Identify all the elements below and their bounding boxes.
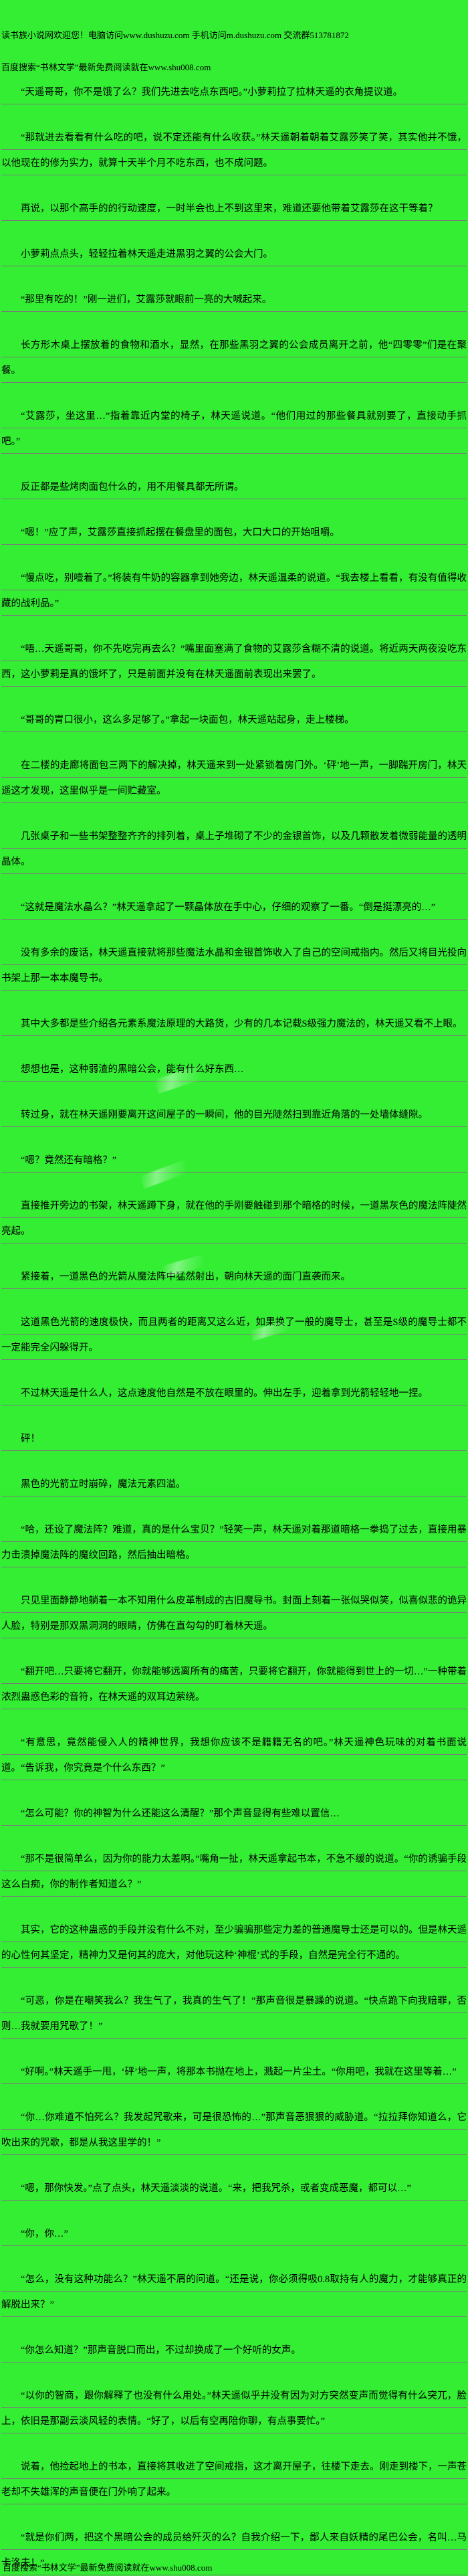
chapter-paragraph: 其实，它的这种蛊惑的手段并没有什么不对，至少骗骗那些定力差的普通魔导士还是可以的… — [1, 1917, 467, 1968]
chapter-paragraph: 不过林天遥是什么人，这点速度他自然是不放在眼里的。伸出左手，迎着拿到光箭轻轻地一… — [1, 1381, 467, 1406]
chapter-paragraph: “慢点吃，别噎着了。”将装有牛奶的容器拿到她旁边，林天遥温柔的说道。“我去楼上看… — [1, 566, 467, 616]
chapter-paragraph: 砰！ — [1, 1426, 467, 1452]
chapter-paragraph: “你怎么知道？”那声音脱口而出，不过却换成了一个好听的女声。 — [1, 2338, 467, 2363]
chapter-paragraph: “翻开吧…只要将它翻开，你就能够远离所有的痛苦，只要将它翻开，你就能得到世上的一… — [1, 1659, 467, 1710]
site-notice-top-secondary: 百度搜索“书林文学”最新免费阅读就在www.shu008.com — [1, 62, 211, 72]
chapter-paragraph: 其中大多都是些介绍各元素系魔法原理的大路货，少有的几本记载S级强力魔法的，林天遥… — [1, 1011, 467, 1037]
chapter-paragraph: 黑色的光箭立时崩碎，魔法元素四溢。 — [1, 1472, 467, 1497]
chapter-paragraph: 想想也是，这种弱渣的黑暗公会，能有什么好东西… — [1, 1057, 467, 1082]
chapter-paragraph: “你…你难道不怕死么？我发起咒歌来，可是很恐怖的…”那声音恶狠狠的威胁道。“拉拉… — [1, 2105, 467, 2156]
chapter-paragraph: “唔…天遥哥哥，你不先吃完再去么？”嘴里面塞满了食物的艾露莎含糊不清的说道。将近… — [1, 636, 467, 687]
chapter-paragraph: 几张桌子和一些书架整整齐齐的排列着，桌上子堆砌了不少的金银首饰，以及几颗散发着微… — [1, 824, 467, 875]
chapter-paragraph: “好啊。”林天遥手一甩，‘砰’地一声，将那本书抛在地上，溅起一片尘土。“你用吧，… — [1, 2059, 467, 2085]
site-notice-bottom: 百度搜索“书林文学”最新免费阅读就在www.shu008.com — [3, 2563, 213, 2573]
chapter-paragraph: “那就进去看看有什么吃的吧，说不定还能有什么收获。”林天遥朝着朝着艾露莎笑了笑，… — [1, 125, 467, 176]
chapter-paragraph: “有意思，竟然能侵入人的精神世界，我想你应该不是籍籍无名的吧。”林天遥神色玩味的… — [1, 1730, 467, 1781]
chapter-paragraph: “嗯？竟然还有暗格？” — [1, 1148, 467, 1173]
chapter-paragraph: 在二楼的走廊将面包三两下的解决掉，林天遥来到一处紧锁着房门外。‘砰’地一声，一脚… — [1, 753, 467, 804]
chapter-content: “天遥哥哥，你不是饿了么？我们先进去吃点东西吧。”小萝莉拉了拉林天遥的衣角提议道… — [0, 80, 468, 2576]
chapter-paragraph: “怎么可能？你的神智为什么还能这么清醒？”那个声音显得有些难以置信… — [1, 1801, 467, 1826]
chapter-paragraph: “可恶，你是在嘲笑我么？我生气了，我真的生气了！”那声音很是暴躁的说道。“快点跪… — [1, 1988, 467, 2039]
chapter-paragraph: “哥哥的胃口很小，这么多足够了。”拿起一块面包，林天遥站起身，走上楼梯。 — [1, 707, 467, 733]
chapter-paragraph: 说着，他捡起地上的书本，直接将其收进了空间戒指，这才离开屋子，往楼下走去。刚走到… — [1, 2454, 467, 2505]
chapter-paragraph: 只见里面静静地躺着一本不知用什么皮革制成的古旧魔导书。封面上刻着一张似哭似笑，似… — [1, 1588, 467, 1639]
chapter-paragraph: “以你的智商，跟你解释了也没有什么用处。”林天遥似乎并没有因为对方突然变声而觉得… — [1, 2383, 467, 2434]
chapter-paragraph: 再说，以那个高手的的行动速度，一时半会也上不到这里来，难道还要他带着艾露莎在这干… — [1, 196, 467, 222]
chapter-paragraph: “那不是很简单么，因为你的能力太差啊。”嘴角一扯，林天遥拿起书本，不急不缓的说道… — [1, 1847, 467, 1897]
chapter-paragraph: “天遥哥哥，你不是饿了么？我们先进去吃点东西吧。”小萝莉拉了拉林天遥的衣角提议道… — [1, 80, 467, 105]
chapter-paragraph: “嗯！”应了声，艾露莎直接抓起摆在餐盘里的面包，大口大口的开始咀嚼。 — [1, 520, 467, 545]
chapter-paragraph: 直接推开旁边的书架，林天遥蹲下身，就在他的手刚要触碰到那个暗格的时候，一道黑灰色… — [1, 1193, 467, 1244]
chapter-paragraph: 长方形木桌上摆放着的食物和酒水，显然，在那些黑羽之翼的公会成员离开之前，他“四零… — [1, 333, 467, 383]
chapter-paragraph: “这就是魔法水晶么？”林天遥拿起了一颗晶体放在手中心，仔细的观察了一番。“倒是挺… — [1, 895, 467, 920]
chapter-paragraph: “你，你…” — [1, 2221, 467, 2247]
chapter-paragraph: “怎么，没有这种功能么？”林天遥不屑的问道。“还是说，你必须得吸0.8取持有人的… — [1, 2267, 467, 2318]
chapter-paragraph: “艾露莎，坐这里…”指着靠近内堂的椅子，林天遥说道。“他们用过的那些餐具就别要了… — [1, 404, 467, 454]
chapter-paragraph: 这道黑色光箭的速度极快，而且两者的距离又这么近，如果换了一般的魔导士，甚至是S级… — [1, 1310, 467, 1361]
chapter-paragraph: “那里有吃的！”刚一进们，艾露莎就眼前一亮的大喊起来。 — [1, 287, 467, 313]
chapter-paragraph: 反正都是些烤肉面包什么的，用不用餐具都无所谓。 — [1, 475, 467, 500]
chapter-paragraph: 紧接着，一道黑色的光箭从魔法阵中猛然射出，朝向林天遥的面门直袭而来。 — [1, 1264, 467, 1290]
chapter-paragraph: “嗯，那你快发。”点了点头，林天遥淡淡的说道。“来，把我咒杀，或者变成恶魔，都可… — [1, 2176, 467, 2201]
site-notice-top-primary: 读书族小说网欢迎您！电脑访问www.dushuzu.com 手机访问m.dush… — [1, 30, 349, 40]
chapter-paragraph: 没有多余的废话，林天遥直接就将那些魔法水晶和金银首饰收入了自己的空间戒指内。然后… — [1, 940, 467, 991]
chapter-paragraph: 转过身，就在林天遥刚要离开这间屋子的一瞬间，他的目光陡然扫到靠近角落的一处墙体缝… — [1, 1102, 467, 1128]
chapter-paragraph: “哈，还设了魔法阵？难道，真的是什么宝贝？”轻笑一声，林天遥对着那道暗格一拳捣了… — [1, 1517, 467, 1568]
chapter-paragraph: 小萝莉点点头，轻轻拉着林天遥走进黑羽之翼的公会大门。 — [1, 242, 467, 267]
